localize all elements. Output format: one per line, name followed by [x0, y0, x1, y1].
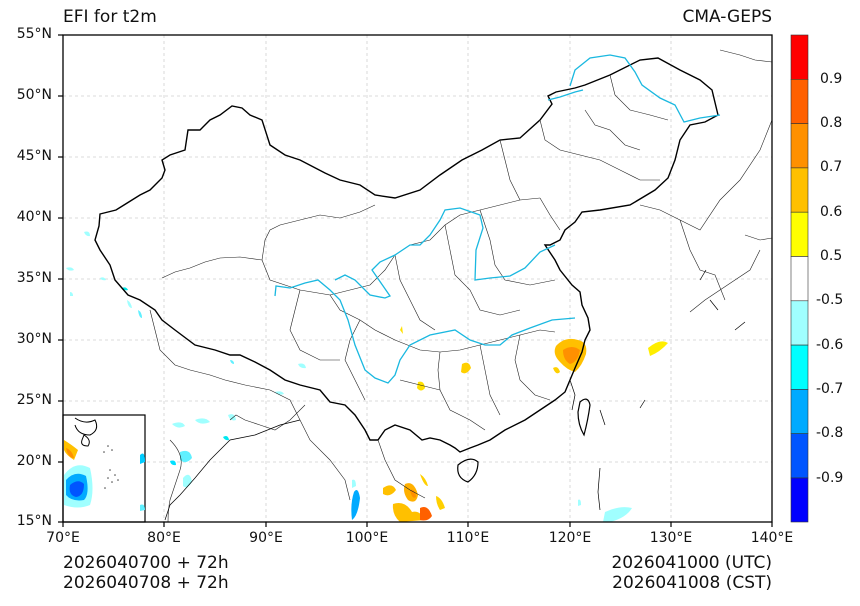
colorbar-label: -0.6 — [816, 337, 844, 353]
y-tick-20n: 20°N — [16, 453, 52, 469]
efi-warm-anomalies — [383, 326, 668, 522]
axis-ticks — [58, 34, 773, 527]
colorbar-label: -0.5 — [816, 292, 844, 308]
valid-time-cst: 2026041008 (CST) — [612, 573, 772, 593]
coastlines — [164, 269, 746, 521]
x-tick-110e: 110°E — [446, 530, 490, 546]
x-tick-140e: 140°E — [750, 530, 794, 546]
x-tick-130e: 130°E — [649, 530, 693, 546]
province-boundaries — [149, 49, 772, 522]
y-tick-15n: 15°N — [16, 513, 52, 529]
colorbar-label: 0.9 — [820, 71, 843, 87]
colorbar-label: 0.8 — [820, 115, 843, 131]
colorbar-label: -0.7 — [816, 381, 844, 397]
y-tick-50n: 50°N — [16, 87, 52, 103]
efi-cold-anomalies — [66, 231, 632, 522]
y-tick-55n: 55°N — [16, 26, 52, 42]
plot-frame — [62, 34, 773, 523]
x-tick-90e: 90°E — [249, 530, 283, 546]
gridlines — [63, 35, 772, 522]
colorbar-label: -0.8 — [816, 425, 844, 441]
x-tick-80e: 80°E — [147, 530, 181, 546]
rivers — [274, 54, 721, 384]
valid-time-utc: 2026041000 (UTC) — [611, 553, 772, 573]
model-name: CMA-GEPS — [682, 7, 772, 27]
colorbar-label: 0.5 — [820, 248, 843, 264]
x-tick-100e: 100°E — [345, 530, 389, 546]
x-tick-70e: 70°E — [46, 530, 80, 546]
init-time-utc: 2026040700 + 72h — [63, 553, 229, 573]
china-border — [94, 57, 719, 453]
chart-title: EFI for t2m — [63, 7, 157, 27]
hainan-island — [457, 458, 479, 483]
colorbar — [790, 34, 809, 523]
y-tick-45n: 45°N — [16, 148, 52, 164]
y-tick-25n: 25°N — [16, 392, 52, 408]
y-tick-30n: 30°N — [16, 331, 52, 347]
colorbar-label: 0.6 — [820, 204, 843, 220]
init-time-cst: 2026040708 + 72h — [63, 573, 229, 593]
y-tick-35n: 35°N — [16, 270, 52, 286]
colorbar-label: 0.7 — [820, 159, 843, 175]
south-china-sea-inset — [62, 414, 146, 523]
y-tick-40n: 40°N — [16, 209, 52, 225]
x-tick-120e: 120°E — [548, 530, 592, 546]
taiwan-island — [577, 398, 591, 437]
colorbar-label: -0.9 — [816, 470, 844, 486]
